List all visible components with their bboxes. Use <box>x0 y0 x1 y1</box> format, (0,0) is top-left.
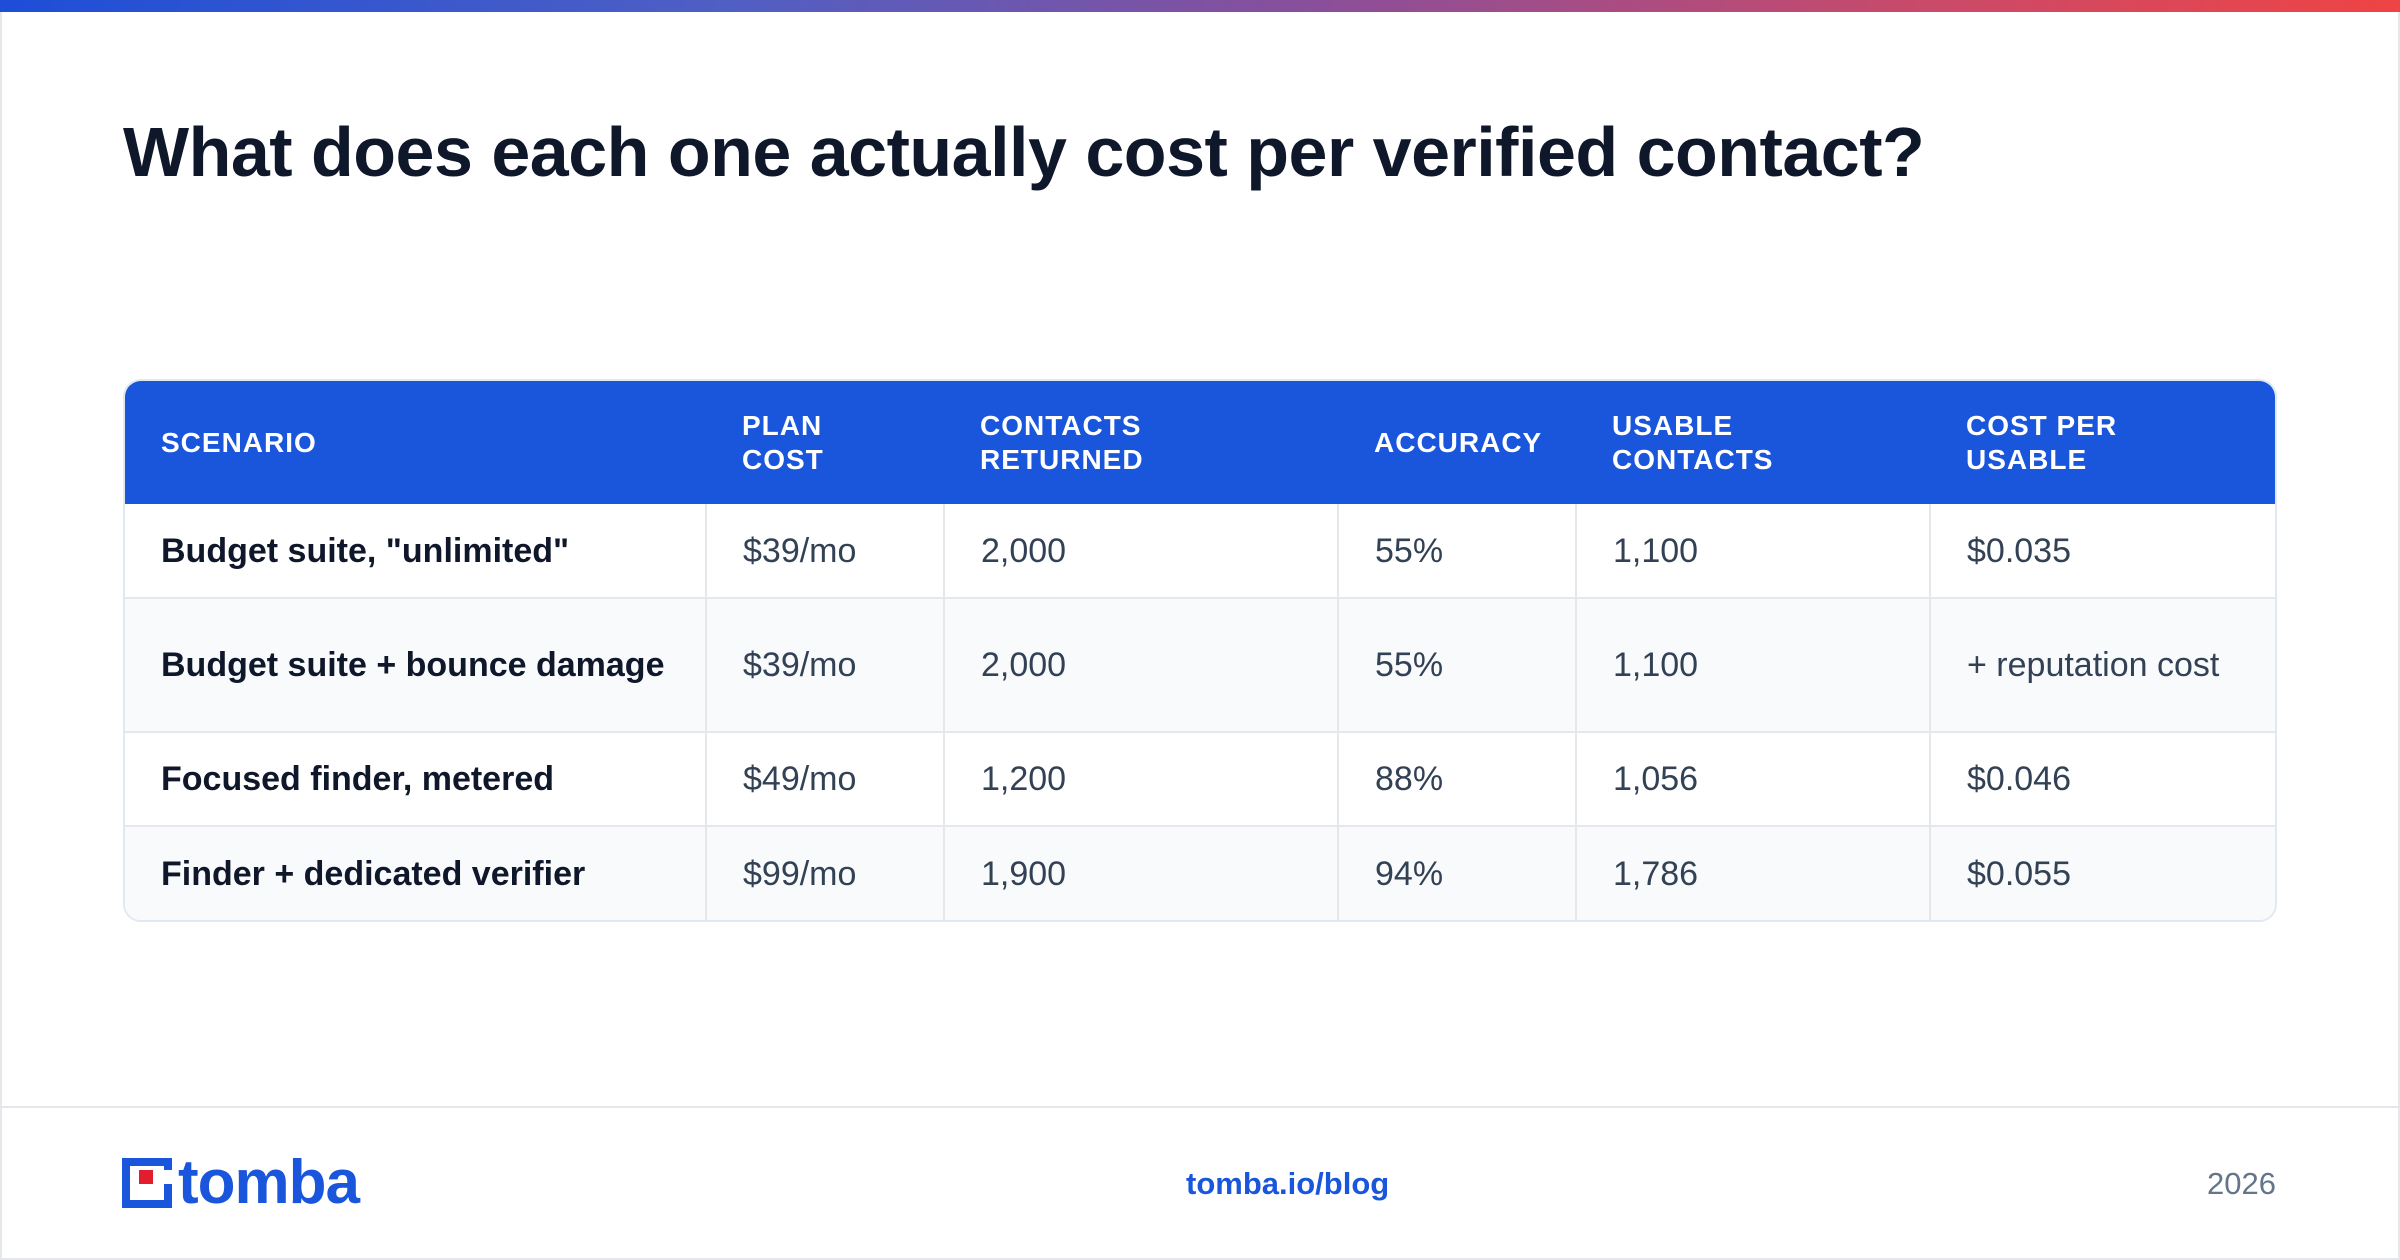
cell-plan-cost: $39/mo <box>706 597 945 732</box>
cell-usable-contacts: 1,056 <box>1576 731 1931 826</box>
cell-cost-per-usable: + reputation cost <box>1930 597 2275 732</box>
cell-usable-contacts: 1,100 <box>1576 597 1931 732</box>
cell-scenario: Focused finder, metered <box>125 731 707 826</box>
table-row: Budget suite + bounce damage $39/mo 2,00… <box>125 597 2275 732</box>
header-plan-cost: PLAN COST <box>742 409 824 475</box>
cell-cost-per-usable: $0.046 <box>1930 731 2275 826</box>
cell-contacts-returned: 2,000 <box>944 597 1339 732</box>
header-scenario: SCENARIO <box>161 426 317 458</box>
table-row: Focused finder, metered $49/mo 1,200 88%… <box>125 731 2275 826</box>
table-row: Budget suite, "unlimited" $39/mo 2,000 5… <box>125 504 2275 598</box>
table-header-row: SCENARIO PLAN COST CONTACTS RETURNED ACCUR… <box>125 381 2275 504</box>
cell-contacts-returned: 1,200 <box>944 731 1339 826</box>
cell-cost-per-usable: $0.035 <box>1967 531 2071 570</box>
cell-accuracy: 55% <box>1338 504 1577 598</box>
tomba-logo[interactable]: tomba <box>122 1148 360 1217</box>
page-title: What does each one actually cost per ver… <box>123 113 1925 191</box>
cell-scenario: Finder + dedicated verifier <box>125 825 707 920</box>
cell-accuracy: 94% <box>1338 825 1577 920</box>
cell-scenario: Budget suite + bounce damage <box>125 597 707 732</box>
cell-plan-cost: $49/mo <box>706 731 945 826</box>
cell-cost-per-usable: $0.055 <box>1930 825 2275 920</box>
cell-plan-cost: $99/mo <box>706 825 945 920</box>
comparison-table: SCENARIO PLAN COST CONTACTS RETURNED ACCUR… <box>123 379 2277 922</box>
header-accuracy: ACCURACY <box>1374 426 1543 458</box>
cell-contacts-returned: 1,900 <box>944 825 1339 920</box>
table-row: Finder + dedicated verifier $99/mo 1,900… <box>125 825 2275 920</box>
cell-accuracy: 55% <box>1338 597 1577 732</box>
footer-divider <box>0 1106 2400 1108</box>
tomba-logo-mark-icon <box>122 1158 174 1208</box>
cell-usable-contacts: 1,100 <box>1576 504 1931 598</box>
cell-usable-contacts: 1,786 <box>1576 825 1931 920</box>
cell-scenario: Budget suite, "unlimited" <box>125 504 707 598</box>
logo-wordmark: tomba <box>178 1148 360 1217</box>
cell-accuracy: 88% <box>1338 731 1577 826</box>
header-contacts-returned: CONTACTS RETURNED <box>980 409 1144 475</box>
cell-plan-cost: $39/mo <box>706 504 945 598</box>
header-cost-per-usable: COST PER USABLE <box>1966 409 2118 475</box>
cell-contacts-returned: 2,000 <box>944 504 1339 598</box>
footer-year: 2026 <box>2207 1166 2276 1201</box>
blog-link[interactable]: tomba.io/blog <box>1186 1166 1390 1201</box>
header-usable-contacts: USABLE CONTACTS <box>1612 409 1774 475</box>
gradient-top-bar <box>0 0 2400 12</box>
